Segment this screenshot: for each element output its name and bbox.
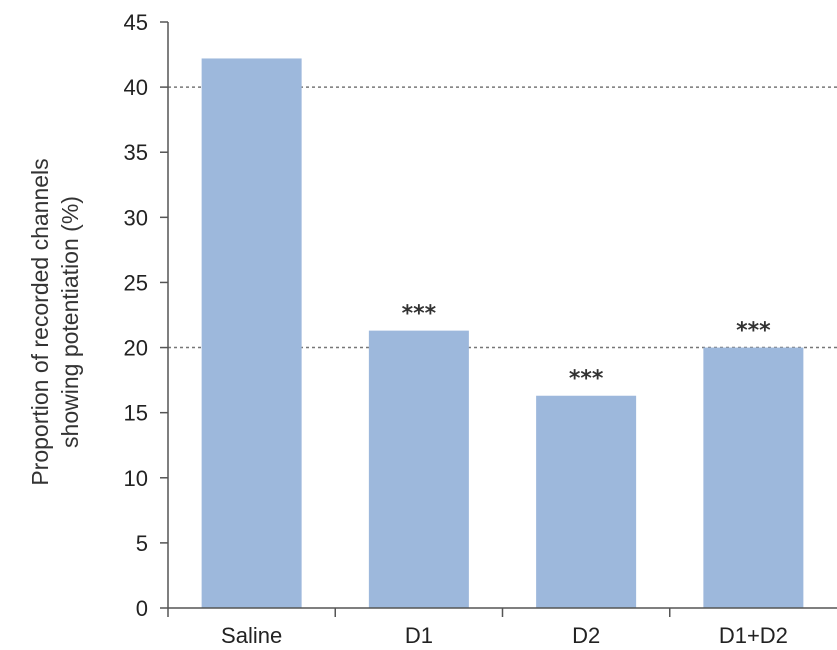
y-ticks: 0 5 10 15 20 25 30 35 40 45 xyxy=(124,10,168,621)
y-tick-label-30: 30 xyxy=(124,205,148,230)
bar-d2 xyxy=(536,395,637,608)
y-tick-label-0: 0 xyxy=(136,596,148,621)
bars xyxy=(201,58,804,609)
y-tick-label-35: 35 xyxy=(124,140,148,165)
y-tick-label-15: 15 xyxy=(124,401,148,426)
x-tick-label-d1-d2: D1+D2 xyxy=(719,623,788,648)
axes xyxy=(167,22,837,617)
bar-saline xyxy=(201,58,302,609)
x-tick-label-saline: Saline xyxy=(221,623,282,648)
y-tick-label-20: 20 xyxy=(124,336,148,361)
significance-annotations: *** *** *** xyxy=(402,302,772,392)
annotation-d1: *** xyxy=(402,302,437,327)
y-tick-label-40: 40 xyxy=(124,75,148,100)
x-categories: Saline D1 D2 D1+D2 xyxy=(221,623,788,648)
x-tick-label-d1: D1 xyxy=(405,623,433,648)
y-axis-label-line-2: showing potentiation (%) xyxy=(57,196,83,448)
bar-d1-d2 xyxy=(703,347,804,608)
y-axis-label: Proportion of recorded channels showing … xyxy=(27,158,83,485)
y-axis-label-line-1: Proportion of recorded channels xyxy=(27,158,53,485)
bar-d1 xyxy=(368,330,469,608)
annotation-d2: *** xyxy=(569,367,604,392)
y-tick-label-5: 5 xyxy=(136,531,148,556)
y-tick-label-45: 45 xyxy=(124,10,148,35)
y-tick-label-25: 25 xyxy=(124,270,148,295)
annotation-d1-d2: *** xyxy=(736,319,771,344)
y-tick-label-10: 10 xyxy=(124,466,148,491)
x-tick-label-d2: D2 xyxy=(572,623,600,648)
